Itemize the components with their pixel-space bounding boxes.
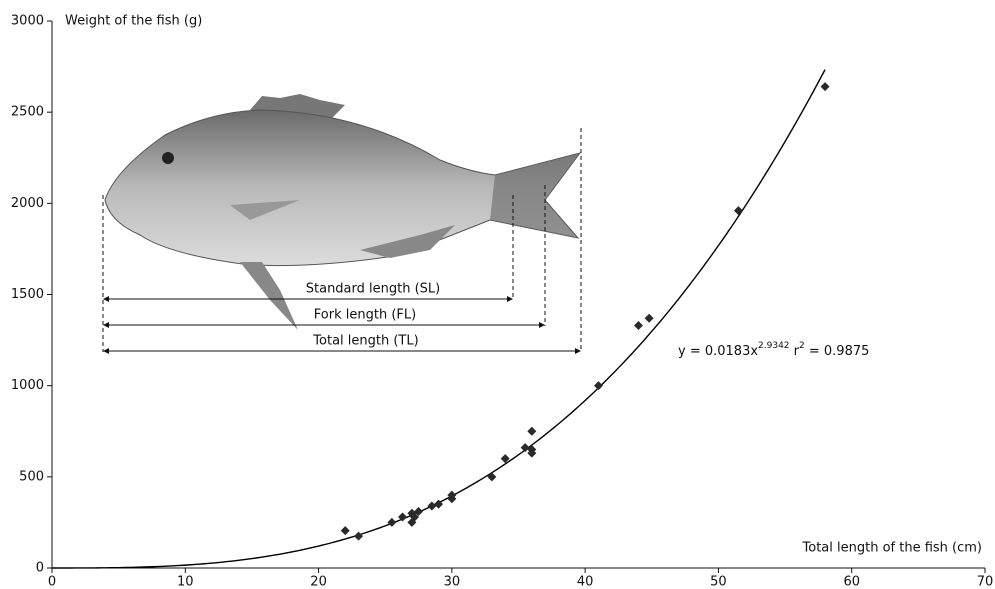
point bbox=[820, 82, 830, 92]
equation: y = 0.0183x2.9342 r2 = 0.9875 bbox=[678, 341, 869, 359]
point bbox=[527, 444, 537, 454]
point bbox=[427, 501, 437, 511]
x-tick-label: 20 bbox=[310, 575, 327, 589]
measure-label: Fork length (FL) bbox=[314, 308, 416, 323]
point bbox=[354, 531, 364, 541]
x-tick-label: 40 bbox=[577, 575, 594, 589]
tail bbox=[490, 153, 580, 238]
y-tick-label: 1000 bbox=[11, 378, 44, 393]
point bbox=[387, 517, 397, 527]
point bbox=[520, 443, 530, 453]
x-tick-label: 30 bbox=[444, 575, 461, 589]
x-tick-label: 50 bbox=[710, 575, 727, 589]
guides bbox=[102, 128, 582, 352]
measure-label: Standard length (SL) bbox=[306, 282, 440, 297]
point bbox=[527, 426, 537, 436]
fish-illustration: Standard length (SL) Fork length (FL) To… bbox=[102, 94, 582, 354]
point bbox=[398, 512, 408, 522]
x-axis-title: Total length of the fish (cm) bbox=[802, 541, 982, 556]
y-tick-label: 500 bbox=[19, 469, 44, 484]
point bbox=[644, 313, 654, 323]
point bbox=[500, 454, 510, 464]
point bbox=[733, 206, 743, 216]
pectoral-fin bbox=[230, 200, 300, 220]
pelvic-fin bbox=[240, 262, 298, 330]
x-tick-label: 70 bbox=[977, 575, 994, 589]
point bbox=[340, 526, 350, 536]
x-tick-label: 10 bbox=[177, 575, 194, 589]
point bbox=[593, 381, 603, 391]
dorsal-fin bbox=[250, 94, 345, 120]
point bbox=[410, 512, 420, 522]
y-tick-label: 2500 bbox=[11, 105, 44, 120]
y-tick-label: 2000 bbox=[11, 196, 44, 211]
x-tick-label: 0 bbox=[48, 575, 56, 589]
anal-fin bbox=[360, 225, 455, 258]
point bbox=[447, 490, 457, 500]
y-tick-label: 1500 bbox=[11, 287, 44, 302]
y-axis-title: Weight of the fish (g) bbox=[65, 14, 202, 29]
point bbox=[633, 320, 643, 330]
eye bbox=[162, 152, 174, 164]
y-tick-label: 0 bbox=[36, 561, 44, 576]
point bbox=[434, 499, 444, 509]
measure-label: Total length (TL) bbox=[312, 334, 418, 349]
x-tick-label: 60 bbox=[843, 575, 860, 589]
point bbox=[487, 472, 497, 482]
point bbox=[414, 506, 424, 516]
y-tick-label: 3000 bbox=[11, 14, 44, 29]
